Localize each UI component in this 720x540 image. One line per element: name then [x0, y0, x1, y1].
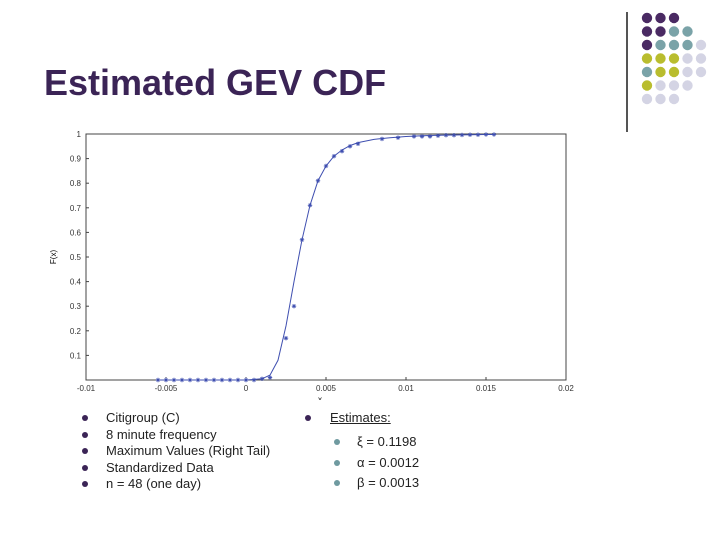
- estimates-heading: Estimates:: [330, 410, 391, 425]
- empirical-cdf-marker: [355, 141, 361, 147]
- empirical-cdf-marker: [179, 377, 185, 383]
- y-axis-label: F(x): [49, 250, 58, 265]
- empirical-cdf-marker: [315, 178, 321, 183]
- description-bullet: Standardized Data: [81, 460, 270, 477]
- empirical-cdf-marker: [259, 376, 265, 381]
- gev-cdf-chart: -0.01 -0.005 0 0.005 0.01 0.015 0.02 0.1 0.2 0.3…: [49, 130, 574, 400]
- empirical-cdf-marker: [203, 377, 209, 383]
- empirical-cdf-marker: [331, 153, 337, 159]
- y-tick-label: 0.3: [70, 302, 82, 311]
- empirical-cdf-marker: [323, 163, 329, 169]
- y-tick-label: 0.2: [70, 327, 82, 336]
- empirical-cdf-marker: [155, 377, 161, 383]
- empirical-cdf-marker: [347, 144, 353, 149]
- empirical-cdf-marker: [195, 377, 201, 383]
- estimate-item: α = 0.0012: [333, 453, 419, 474]
- empirical-cdf-marker: [339, 149, 345, 154]
- empirical-cdf-marker: [451, 133, 457, 138]
- empirical-cdf-marker: [483, 132, 489, 137]
- x-axis-label: x: [318, 395, 322, 400]
- empirical-cdf-marker: [459, 132, 465, 138]
- empirical-cdf-marker: [283, 335, 289, 341]
- x-tick-label: -0.01: [77, 384, 96, 393]
- empirical-cdf-marker: [251, 377, 257, 383]
- y-tick-label: 0.9: [70, 155, 82, 164]
- empirical-cdf-marker: [219, 377, 225, 383]
- empirical-cdf-marker: [227, 377, 233, 383]
- empirical-cdf-marker: [299, 237, 305, 242]
- empirical-cdf-marker: [395, 135, 401, 140]
- x-tick-label: 0.02: [558, 384, 574, 393]
- cdf-fit-line: [158, 134, 494, 381]
- empirical-cdf-marker: [163, 377, 169, 383]
- slide-title: Estimated GEV CDF: [44, 62, 387, 103]
- description-bullet: Citigroup (C): [81, 410, 270, 427]
- x-axis-ticks: -0.01 -0.005 0 0.005 0.01 0.015 0.02: [77, 377, 574, 393]
- empirical-cdf-marker: [491, 132, 497, 137]
- empirical-cdf-marker: [411, 134, 417, 139]
- empirical-cdf-marker: [467, 132, 473, 137]
- decorative-divider-line: [626, 12, 628, 132]
- x-tick-label: 0.005: [316, 384, 337, 393]
- description-bullet: Maximum Values (Right Tail): [81, 443, 271, 458]
- estimate-item: ξ = 0.1198: [333, 432, 419, 453]
- y-tick-label: 0.6: [70, 228, 82, 237]
- empirical-cdf-marker: [291, 304, 297, 309]
- x-tick-label: 0: [244, 384, 249, 393]
- x-tick-label: -0.005: [155, 384, 178, 393]
- empirical-cdf-marker: [427, 134, 433, 139]
- y-tick-label: 1: [77, 130, 82, 139]
- empirical-cdf-marker: [267, 375, 273, 380]
- x-tick-label: 0.01: [398, 384, 414, 393]
- y-tick-label: 0.7: [70, 204, 82, 213]
- estimate-item: β = 0.0013: [333, 473, 419, 494]
- empirical-cdf-marker: [243, 377, 249, 383]
- estimates-bullet: [305, 415, 311, 421]
- y-tick-label: 0.5: [70, 253, 82, 262]
- empirical-cdf-marker: [187, 377, 193, 383]
- empirical-cdf-marker: [211, 377, 217, 383]
- description-bullet-list: Citigroup (C) 8 minute frequency Maximum V…: [81, 410, 271, 493]
- y-tick-label: 0.8: [70, 179, 82, 188]
- empirical-cdf-marker: [235, 377, 241, 383]
- empirical-cdf-marker: [307, 203, 313, 208]
- description-bullet: 8 minute frequency: [81, 427, 270, 444]
- y-axis-ticks: 0.1 0.2 0.3 0.4 0.5 0.6 0.7 0.8 0.9 1: [70, 130, 89, 360]
- empirical-cdf-marker: [475, 132, 481, 137]
- plot-area: [85, 133, 567, 381]
- empirical-cdf-marker: [171, 377, 177, 383]
- x-tick-label: 0.015: [476, 384, 497, 393]
- empirical-cdf-marker: [443, 133, 449, 138]
- estimates-list: ξ = 0.1198 α = 0.0012 β = 0.0013: [333, 432, 419, 494]
- description-bullet: n = 48 (one day): [81, 476, 270, 493]
- empirical-cdf-marker: [419, 134, 425, 139]
- chart-series: [155, 132, 497, 383]
- empirical-cdf-marker: [379, 136, 385, 142]
- y-tick-label: 0.4: [70, 278, 82, 287]
- y-tick-label: 0.1: [70, 351, 82, 360]
- empirical-cdf-marker: [435, 133, 441, 138]
